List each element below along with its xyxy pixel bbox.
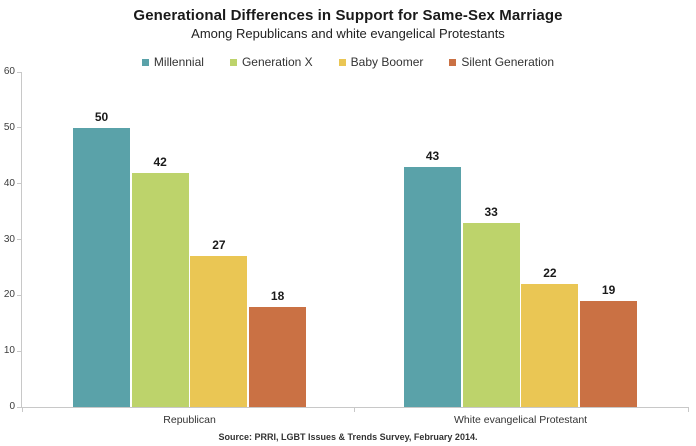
- legend-label: Baby Boomer: [350, 55, 424, 69]
- bar: [462, 222, 520, 407]
- y-axis-label: 50: [3, 121, 15, 133]
- source-note: Source: PRRI, LGBT Issues & Trends Surve…: [218, 432, 478, 442]
- bar-value-label: 43: [425, 148, 440, 163]
- plot-area: 0 10 20 30 40 50 60 50 42 27 18 Republican 43 33 22 19 W…: [4, 67, 689, 426]
- y-axis-tick: [17, 127, 21, 129]
- page-title: Generational Differences in Support for …: [133, 7, 563, 24]
- bar-value-label: 18: [270, 288, 285, 303]
- bar: [131, 172, 189, 407]
- bar: [73, 127, 130, 407]
- y-axis-tick: [17, 239, 21, 240]
- x-axis-tick: [354, 408, 355, 412]
- bar-value-label: 19: [601, 282, 616, 297]
- page-subtitle: Among Republicans and white evangelical …: [191, 26, 505, 41]
- legend-label: Generation X: [241, 55, 313, 69]
- bar: [249, 306, 307, 407]
- legend-label: Millennial: [153, 55, 204, 69]
- y-axis-tick: [17, 71, 21, 73]
- category-label: Republican: [163, 414, 216, 426]
- y-axis-label: 0: [9, 401, 15, 412]
- bar-value-label: 27: [212, 238, 226, 253]
- y-axis-tick: [17, 183, 21, 185]
- y-axis-label: 30: [3, 233, 15, 245]
- x-axis-tick: [22, 408, 23, 412]
- bar-value-label: 22: [543, 266, 557, 281]
- y-axis-label: 40: [3, 177, 15, 189]
- y-axis-tick: [17, 294, 21, 296]
- bar: [404, 166, 461, 407]
- bar: [580, 300, 638, 407]
- legend-item: Silent Generation: [449, 55, 554, 69]
- legend-item: Generation X: [229, 55, 313, 69]
- bar-value-label: 33: [484, 204, 498, 219]
- x-axis-tick: [688, 408, 689, 412]
- legend-label: Silent Generation: [461, 55, 555, 69]
- bar: [521, 284, 579, 407]
- y-axis-tick: [17, 406, 21, 408]
- bar-value-label: 42: [153, 154, 167, 169]
- legend-item: Millennial: [141, 55, 204, 69]
- bar-value-label: 50: [94, 109, 109, 124]
- legend-swatch-icon: [141, 58, 149, 66]
- y-axis-label: 10: [3, 345, 15, 357]
- legend-swatch-icon: [338, 58, 346, 66]
- legend-item: Baby Boomer: [338, 55, 424, 69]
- legend: Millennial Generation X Baby Boomer Silent …: [0, 55, 696, 69]
- legend-swatch-icon: [229, 58, 237, 66]
- y-axis-tick: [17, 350, 21, 352]
- y-axis-label: 20: [3, 289, 15, 301]
- category-label: White evangelical Protestant: [454, 414, 588, 426]
- y-axis-label: 60: [3, 66, 15, 77]
- bar: [190, 256, 248, 407]
- legend-swatch-icon: [449, 58, 457, 66]
